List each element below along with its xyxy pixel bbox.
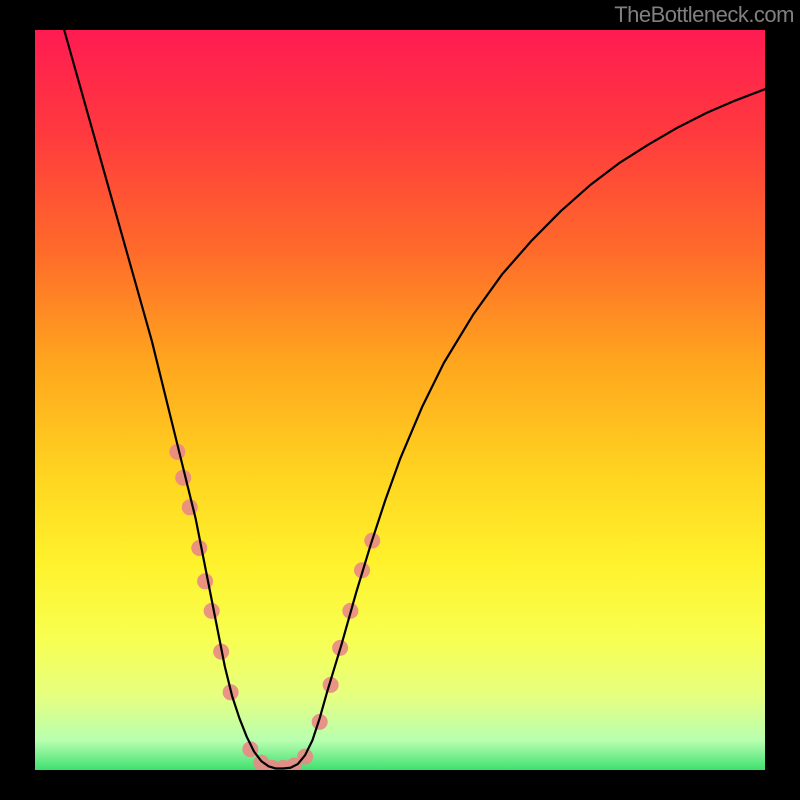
chart-svg [0, 0, 800, 800]
attribution-text: TheBottleneck.com [614, 2, 794, 28]
chart-root: TheBottleneck.com [0, 0, 800, 800]
data-marker [197, 573, 213, 589]
